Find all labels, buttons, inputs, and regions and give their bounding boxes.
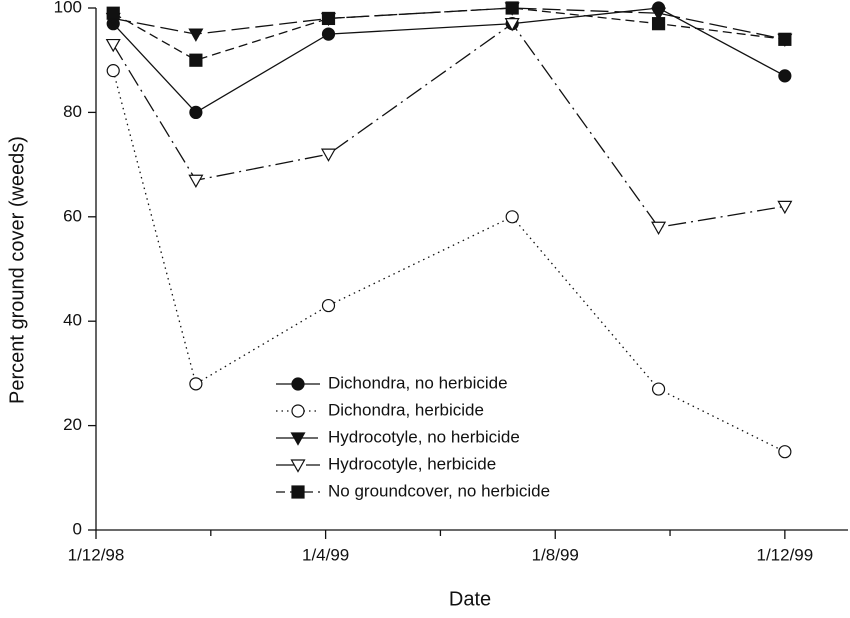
series-line xyxy=(112,7,785,61)
data-point xyxy=(651,17,666,31)
data-point xyxy=(106,64,120,78)
legend-label: Dichondra, no herbicide xyxy=(328,373,508,392)
data-point xyxy=(106,6,120,20)
y-tick-label: 0 xyxy=(73,519,82,538)
data-point xyxy=(777,200,793,215)
legend-label: Dichondra, herbicide xyxy=(328,400,484,419)
data-point xyxy=(651,221,667,235)
legend-marker xyxy=(290,432,306,446)
data-point xyxy=(651,382,666,396)
data-point xyxy=(505,210,519,224)
x-axis-label: Date xyxy=(449,588,491,610)
series-line xyxy=(112,22,785,228)
x-tick-label: 1/8/99 xyxy=(532,545,579,564)
data-point xyxy=(188,28,204,42)
x-tick-label: 1/12/99 xyxy=(756,545,813,564)
data-point xyxy=(189,377,203,391)
y-axis-label: Percent ground cover (weeds) xyxy=(6,136,28,404)
legend-label: Hydrocotyle, herbicide xyxy=(328,454,496,473)
legend-label: Hydrocotyle, no herbicide xyxy=(328,427,520,446)
x-tick-label: 1/12/98 xyxy=(68,545,125,564)
x-tick-label: 1/4/99 xyxy=(302,545,349,564)
legend-marker xyxy=(291,485,305,499)
data-point xyxy=(651,7,667,21)
data-point xyxy=(504,18,520,32)
data-point xyxy=(778,445,792,459)
data-point xyxy=(321,11,336,26)
series-line xyxy=(112,70,786,453)
y-tick-label: 80 xyxy=(63,102,82,121)
data-point xyxy=(778,32,792,46)
y-tick-label: 60 xyxy=(63,206,82,225)
data-point xyxy=(505,1,519,15)
data-point xyxy=(189,105,203,120)
data-point xyxy=(105,38,121,53)
data-point xyxy=(188,174,204,188)
data-point xyxy=(189,53,203,67)
data-point xyxy=(321,27,336,41)
y-tick-label: 40 xyxy=(63,311,82,330)
legend-marker xyxy=(291,404,305,418)
y-tick-label: 20 xyxy=(63,415,82,434)
legend-marker xyxy=(290,459,306,473)
series-line xyxy=(113,7,785,40)
series-line xyxy=(112,7,786,114)
legend-label: No groundcover, no herbicide xyxy=(328,481,550,500)
data-point xyxy=(321,298,336,313)
y-tick-label: 100 xyxy=(54,0,82,16)
data-point xyxy=(320,148,337,162)
data-point xyxy=(778,69,792,83)
legend-marker xyxy=(291,377,305,391)
